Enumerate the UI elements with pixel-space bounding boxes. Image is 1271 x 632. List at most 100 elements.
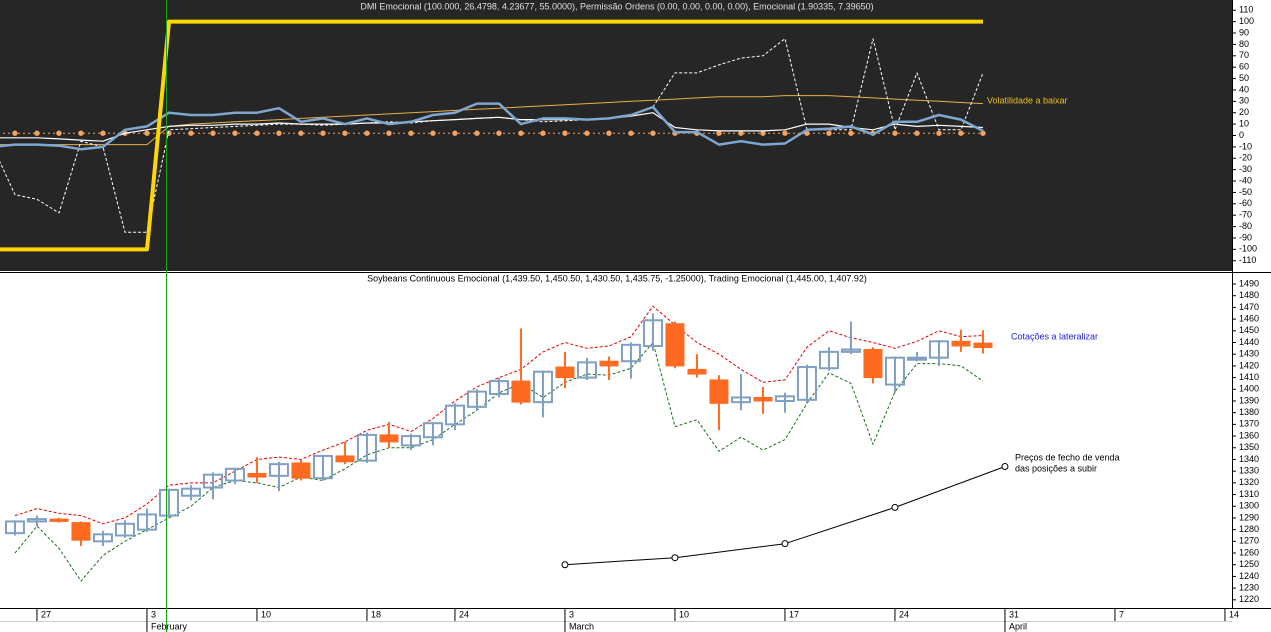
candle-body bbox=[576, 361, 597, 379]
series-line bbox=[564, 466, 1006, 566]
x-tick-label: 14 bbox=[1229, 609, 1239, 619]
top-title: DMI Emocional (100.000, 26.4798, 4.23677… bbox=[360, 1, 873, 11]
y-tick-label: 10 bbox=[1239, 118, 1249, 128]
series-marker bbox=[914, 130, 920, 136]
y-tick-label: -70 bbox=[1239, 210, 1252, 220]
y-tick-label: 20 bbox=[1239, 107, 1249, 117]
candle-body bbox=[620, 343, 641, 363]
candle-body bbox=[180, 487, 201, 497]
candle-body bbox=[709, 379, 729, 404]
month-label: March bbox=[569, 621, 594, 631]
series-marker bbox=[100, 130, 106, 136]
y-tick-label: 1230 bbox=[1239, 582, 1259, 592]
series-marker bbox=[1001, 462, 1009, 470]
series-marker bbox=[562, 130, 568, 136]
series-marker bbox=[496, 130, 502, 136]
y-tick-label: 0 bbox=[1239, 130, 1244, 140]
candle-body bbox=[774, 395, 795, 402]
series-marker bbox=[320, 130, 326, 136]
series-marker bbox=[781, 540, 789, 548]
series-marker bbox=[210, 130, 216, 136]
candle-body bbox=[928, 340, 949, 359]
y-tick-label: 100 bbox=[1239, 16, 1254, 26]
candle-body bbox=[511, 380, 531, 403]
candle-body bbox=[863, 349, 883, 379]
candle-body bbox=[532, 370, 553, 404]
y-tick-label: -80 bbox=[1239, 221, 1252, 231]
candle-body bbox=[422, 422, 443, 439]
candle-body bbox=[114, 522, 135, 537]
y-tick-label: 1290 bbox=[1239, 512, 1259, 522]
y-tick-label: 1270 bbox=[1239, 536, 1259, 546]
series-marker bbox=[430, 130, 436, 136]
series-marker bbox=[606, 130, 612, 136]
candle-body bbox=[906, 356, 927, 361]
y-tick-label: 1340 bbox=[1239, 454, 1259, 464]
y-tick-label: -100 bbox=[1239, 244, 1257, 254]
candle-body bbox=[466, 390, 487, 408]
y-tick-label: -10 bbox=[1239, 141, 1252, 151]
y-tick-label: 70 bbox=[1239, 50, 1249, 60]
series-marker bbox=[958, 130, 964, 136]
candle-body bbox=[973, 342, 993, 348]
y-tick-label: 110 bbox=[1239, 5, 1253, 15]
series-marker bbox=[650, 130, 656, 136]
y-tick-label: 50 bbox=[1239, 73, 1249, 83]
series-marker bbox=[584, 130, 590, 136]
y-tick-label: 1440 bbox=[1239, 337, 1259, 347]
x-tick-label: 7 bbox=[1119, 609, 1124, 619]
candle-body bbox=[158, 488, 179, 517]
y-tick-label: 60 bbox=[1239, 62, 1249, 72]
candle-body bbox=[247, 472, 267, 478]
candle-body bbox=[268, 463, 289, 477]
annotation: das posições a subir bbox=[1015, 463, 1097, 473]
y-tick-label: 1480 bbox=[1239, 290, 1259, 300]
candle-body bbox=[224, 467, 245, 482]
y-tick-label: 1360 bbox=[1239, 430, 1259, 440]
series-marker bbox=[628, 130, 634, 136]
series-marker bbox=[254, 130, 260, 136]
series-marker bbox=[188, 130, 194, 136]
candle-body bbox=[444, 404, 465, 426]
candle-body bbox=[840, 348, 861, 353]
series-line bbox=[14, 342, 984, 582]
y-tick-label: 1350 bbox=[1239, 442, 1259, 452]
candle-body bbox=[796, 366, 817, 401]
series-marker bbox=[56, 130, 62, 136]
series-marker bbox=[474, 130, 480, 136]
candle-body bbox=[49, 518, 69, 522]
candle-body bbox=[379, 434, 399, 443]
candle-body bbox=[312, 454, 333, 480]
series-marker bbox=[408, 130, 414, 136]
y-tick-label: 1280 bbox=[1239, 524, 1259, 534]
candle-body bbox=[884, 356, 905, 386]
y-tick-label: -90 bbox=[1239, 232, 1252, 242]
top-panel bbox=[0, 0, 1232, 271]
candle-body bbox=[687, 368, 707, 375]
candle-body bbox=[599, 360, 619, 367]
series-line bbox=[14, 305, 984, 525]
series-marker bbox=[716, 130, 722, 136]
y-tick-label: 1380 bbox=[1239, 407, 1259, 417]
candle-body bbox=[400, 435, 421, 447]
annotation: Cotações a lateralizar bbox=[1011, 331, 1098, 341]
candle-body bbox=[818, 350, 839, 370]
y-tick-label: 1300 bbox=[1239, 501, 1259, 511]
bottom-plot bbox=[4, 305, 1009, 582]
series-marker bbox=[540, 130, 546, 136]
bottom-title: Soybeans Continuous Emocional (1,439.50,… bbox=[367, 273, 867, 283]
candle-body bbox=[753, 396, 773, 402]
month-label: April bbox=[1009, 621, 1027, 631]
top-plot bbox=[0, 19, 986, 252]
series-marker bbox=[738, 130, 744, 136]
annotation: Volatilidade a baixar bbox=[987, 95, 1068, 105]
series-marker bbox=[561, 561, 569, 569]
y-tick-label: 1420 bbox=[1239, 360, 1259, 370]
series-marker bbox=[78, 130, 84, 136]
y-tick-label: -40 bbox=[1239, 175, 1252, 185]
series-line bbox=[0, 38, 984, 233]
candle-body bbox=[642, 319, 663, 348]
y-tick-label: 1310 bbox=[1239, 489, 1259, 499]
x-tick-label: 17 bbox=[789, 609, 799, 619]
month-label: February bbox=[151, 621, 188, 631]
